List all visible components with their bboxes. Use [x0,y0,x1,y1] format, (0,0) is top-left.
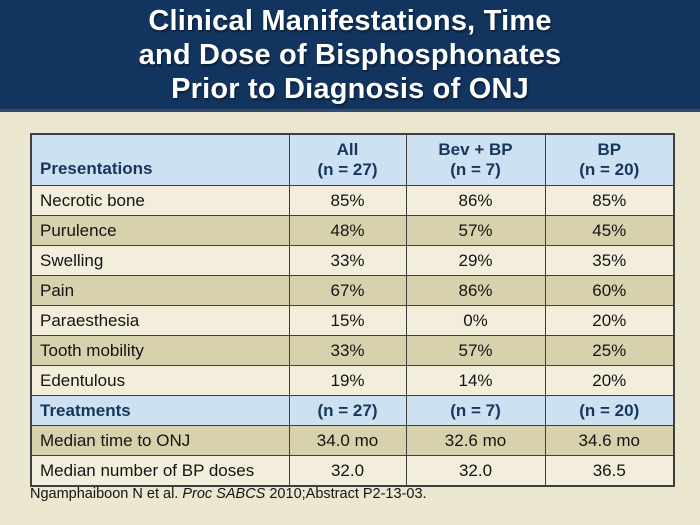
cell-all: 32.0 [288,455,407,487]
cell-all: 85% [288,185,407,216]
row-label: Median number of BP doses [30,455,290,487]
cell-all: 34.0 mo [288,425,407,456]
section-bev-bp: (n = 7) [405,395,546,426]
cell-bp: 25% [544,335,675,366]
cell-bp: 45% [544,215,675,246]
row-label: Paraesthesia [30,305,290,336]
header-all-line2: (n = 27) [317,160,378,179]
cell-bev-bp: 57% [405,215,546,246]
table-row-tooth-mobility: Tooth mobility 33% 57% 25% [30,335,675,366]
row-label: Swelling [30,245,290,276]
slide-title-line-2: and Dose of Bisphosphonates [138,38,562,71]
row-label: Median time to ONJ [30,425,290,456]
citation: Ngamphaiboon N et al. Proc SABCS 2010;Ab… [30,486,427,502]
slide-title-band: Clinical Manifestations, Time and Dose o… [0,0,700,112]
table-row-swelling: Swelling 33% 29% 35% [30,245,675,276]
row-label: Tooth mobility [30,335,290,366]
slide-title: Clinical Manifestations, Time and Dose o… [139,4,562,106]
cell-bev-bp: 32.0 [405,455,546,487]
table-row-median-time-to-onj: Median time to ONJ 34.0 mo 32.6 mo 34.6 … [30,425,675,456]
cell-bev-bp: 86% [405,275,546,306]
row-label: Purulence [30,215,290,246]
header-bp: BP (n = 20) [544,133,675,186]
cell-all: 33% [288,245,407,276]
section-label: Treatments [30,395,290,426]
table-row-necrotic-bone: Necrotic bone 85% 86% 85% [30,185,675,216]
cell-all: 48% [288,215,407,246]
header-all: All (n = 27) [288,133,407,186]
cell-bev-bp: 86% [405,185,546,216]
cell-bev-bp: 29% [405,245,546,276]
section-bp: (n = 20) [544,395,675,426]
cell-bev-bp: 57% [405,335,546,366]
row-label: Pain [30,275,290,306]
cell-bp: 85% [544,185,675,216]
table-header-row: Presentations All (n = 27) Bev + BP (n =… [30,133,675,186]
cell-all: 19% [288,365,407,396]
citation-journal: Proc SABCS [182,486,266,502]
table-row-paraesthesia: Paraesthesia 15% 0% 20% [30,305,675,336]
slide-title-line-3: Prior to Diagnosis of ONJ [171,72,529,105]
header-bp-line2: (n = 20) [579,160,640,179]
cell-bp: 60% [544,275,675,306]
row-label: Necrotic bone [30,185,290,216]
table-row-pain: Pain 67% 86% 60% [30,275,675,306]
section-all: (n = 27) [288,395,407,426]
cell-bev-bp: 14% [405,365,546,396]
cell-all: 33% [288,335,407,366]
cell-bp: 20% [544,365,675,396]
clinical-manifestations-table: Presentations All (n = 27) Bev + BP (n =… [30,133,675,487]
cell-bp: 34.6 mo [544,425,675,456]
table-section-row-treatments: Treatments (n = 27) (n = 7) (n = 20) [30,395,675,426]
table-row-edentulous: Edentulous 19% 14% 20% [30,365,675,396]
header-bev-bp: Bev + BP (n = 7) [405,133,546,186]
header-presentations: Presentations [30,133,290,186]
cell-bp: 36.5 [544,455,675,487]
header-bev-bp-line2: (n = 7) [450,160,501,179]
header-all-line1: All [336,140,359,159]
cell-all: 67% [288,275,407,306]
cell-all: 15% [288,305,407,336]
cell-bev-bp: 32.6 mo [405,425,546,456]
cell-bev-bp: 0% [405,305,546,336]
slide-title-line-1: Clinical Manifestations, Time [148,4,552,37]
cell-bp: 35% [544,245,675,276]
citation-suffix: 2010;Abstract P2-13-03. [265,486,427,502]
header-bev-bp-line1: Bev + BP [438,140,513,159]
row-label: Edentulous [30,365,290,396]
table-row-median-bp-doses: Median number of BP doses 32.0 32.0 36.5 [30,455,675,487]
header-bp-line1: BP [597,140,622,159]
table-row-purulence: Purulence 48% 57% 45% [30,215,675,246]
cell-bp: 20% [544,305,675,336]
citation-prefix: Ngamphaiboon N et al. [30,486,183,502]
